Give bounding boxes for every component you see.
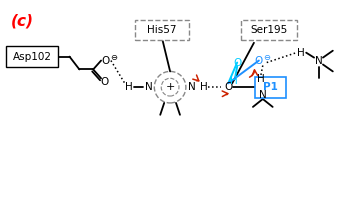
FancyBboxPatch shape	[135, 20, 189, 40]
Text: His57: His57	[147, 25, 177, 35]
Text: N: N	[315, 56, 323, 66]
Text: H: H	[200, 82, 208, 92]
Text: H: H	[257, 74, 265, 84]
FancyBboxPatch shape	[6, 46, 58, 67]
Text: H: H	[297, 48, 305, 58]
Text: H: H	[125, 82, 132, 92]
Text: O: O	[233, 58, 241, 68]
Text: O: O	[255, 56, 263, 66]
Text: N: N	[144, 82, 152, 92]
Text: N: N	[188, 82, 196, 92]
Text: ⊖: ⊖	[263, 53, 270, 62]
Text: P1: P1	[263, 82, 278, 92]
Text: ⊖: ⊖	[110, 53, 118, 62]
Text: N: N	[259, 90, 267, 100]
Text: O: O	[224, 82, 233, 92]
Text: O: O	[101, 56, 109, 66]
FancyBboxPatch shape	[255, 77, 286, 98]
FancyBboxPatch shape	[241, 20, 297, 40]
Text: +: +	[165, 82, 175, 92]
Text: Ser195: Ser195	[250, 25, 287, 35]
Text: O: O	[100, 77, 108, 87]
Text: (c): (c)	[10, 13, 33, 28]
Text: Asp102: Asp102	[12, 52, 51, 62]
Text: H: H	[230, 76, 238, 86]
